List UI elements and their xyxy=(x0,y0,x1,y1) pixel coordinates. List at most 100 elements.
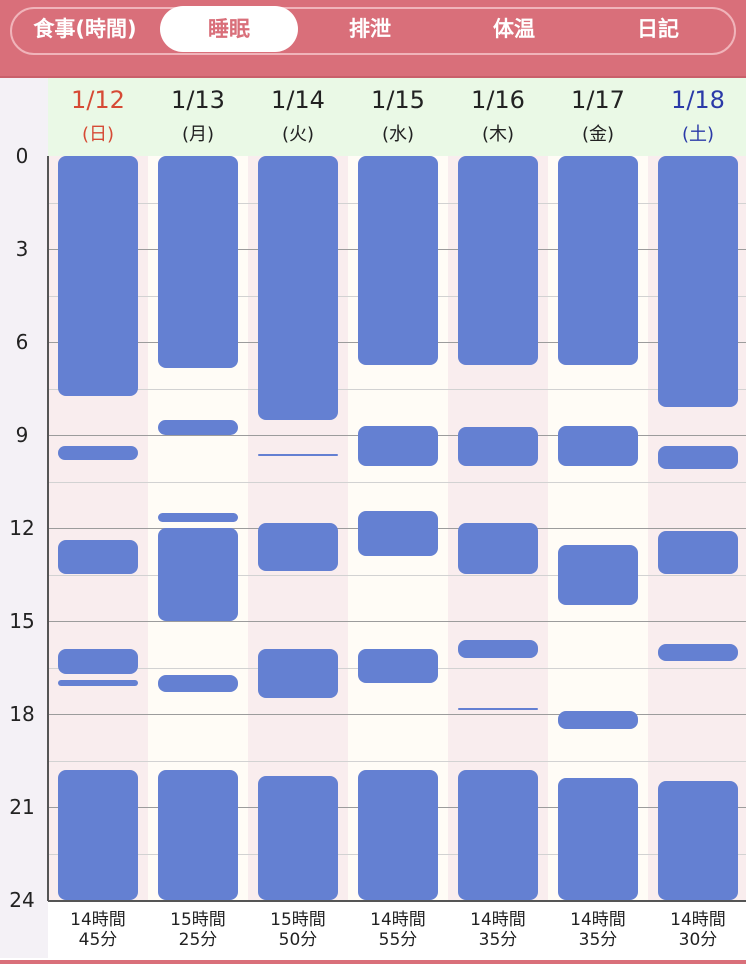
day-header[interactable]: 1/17 (金) xyxy=(548,78,648,156)
sleep-block[interactable] xyxy=(458,707,538,710)
sleep-block[interactable] xyxy=(358,156,438,366)
weekday-label: (木) xyxy=(481,124,515,145)
sleep-block[interactable] xyxy=(158,675,238,693)
sleep-block[interactable] xyxy=(258,156,338,420)
total-hours: 14時間 xyxy=(470,910,526,930)
day-header[interactable]: 1/14 (火) xyxy=(248,78,348,156)
sleep-block[interactable] xyxy=(158,769,238,900)
total-hours: 15時間 xyxy=(170,910,226,930)
sleep-block[interactable] xyxy=(458,639,538,659)
sleep-block[interactable] xyxy=(358,425,438,466)
y-tick-label: 15 xyxy=(9,609,35,633)
y-tick-label: 24 xyxy=(9,888,35,912)
day-date-label: 1/17 xyxy=(571,86,625,114)
daily-sleep-total: 14時間 35分 xyxy=(448,910,548,950)
weekday-label: (水) xyxy=(381,124,415,145)
day-header[interactable]: 1/12 (日) xyxy=(48,78,148,156)
sleep-block[interactable] xyxy=(658,531,738,575)
total-minutes: 45分 xyxy=(78,930,118,950)
tab-meal[interactable]: 食事(時間) xyxy=(33,17,137,41)
total-hours: 15時間 xyxy=(270,910,326,930)
tab-temperature[interactable]: 体温 xyxy=(493,17,535,41)
tab-diary[interactable]: 日記 xyxy=(637,17,679,41)
sleep-block[interactable] xyxy=(658,156,738,408)
grid-line xyxy=(48,714,746,715)
sleep-block[interactable] xyxy=(558,425,638,466)
y-tick-label: 0 xyxy=(15,144,29,168)
date-header: 1/12 (日) 1/13 (月) 1/14 (火) 1/15 (水) 1/16 (木) 1/17 (… xyxy=(48,78,746,156)
day-date-label: 1/12 xyxy=(71,86,125,114)
grid-line xyxy=(48,482,746,483)
daily-sleep-total: 14時間 45分 xyxy=(48,910,148,950)
weekday-label: (日) xyxy=(81,124,115,145)
sleep-block[interactable] xyxy=(258,776,338,900)
sleep-block[interactable] xyxy=(558,545,638,606)
sleep-block[interactable] xyxy=(58,540,138,575)
day-header[interactable]: 1/13 (月) xyxy=(148,78,248,156)
weekday-label: (金) xyxy=(581,124,615,145)
sleep-block[interactable] xyxy=(258,648,338,699)
weekday-label: (火) xyxy=(281,124,315,145)
total-minutes: 50分 xyxy=(278,930,318,950)
weekday-label: (月) xyxy=(181,124,215,145)
y-tick-label: 21 xyxy=(9,795,35,819)
y-axis-area xyxy=(0,78,48,958)
sleep-block[interactable] xyxy=(358,769,438,900)
y-axis-line xyxy=(47,156,49,901)
sleep-block[interactable] xyxy=(58,679,138,687)
weekday-label: (土) xyxy=(681,124,715,145)
y-tick-label: 9 xyxy=(15,423,29,447)
tab-sleep[interactable]: 睡眠 xyxy=(160,6,298,52)
sleep-block[interactable] xyxy=(58,156,138,397)
sleep-block[interactable] xyxy=(358,648,438,683)
total-minutes: 35分 xyxy=(478,930,518,950)
tab-group xyxy=(10,7,736,55)
daily-sleep-total: 14時間 30分 xyxy=(648,910,746,950)
sleep-block[interactable] xyxy=(658,644,738,662)
day-header[interactable]: 1/16 (木) xyxy=(448,78,548,156)
sleep-block[interactable] xyxy=(58,769,138,900)
total-minutes: 25分 xyxy=(178,930,218,950)
day-header[interactable]: 1/18 (土) xyxy=(648,78,746,156)
sleep-block[interactable] xyxy=(158,512,238,522)
sleep-block[interactable] xyxy=(558,777,638,900)
sleep-block[interactable] xyxy=(258,523,338,572)
sleep-block[interactable] xyxy=(58,648,138,674)
sleep-block[interactable] xyxy=(58,445,138,460)
y-tick-label: 12 xyxy=(9,516,35,540)
grid-line xyxy=(48,575,746,576)
sleep-block[interactable] xyxy=(458,523,538,575)
total-hours: 14時間 xyxy=(570,910,626,930)
sleep-block[interactable] xyxy=(258,453,338,456)
sleep-block[interactable] xyxy=(558,710,638,730)
total-minutes: 55分 xyxy=(378,930,418,950)
grid-line xyxy=(48,621,746,622)
tab-excretion[interactable]: 排泄 xyxy=(349,17,391,41)
sleep-block[interactable] xyxy=(158,528,238,621)
total-hours: 14時間 xyxy=(70,910,126,930)
sleep-block[interactable] xyxy=(658,780,738,900)
sleep-block[interactable] xyxy=(158,156,238,369)
daily-sleep-total: 14時間 35分 xyxy=(548,910,648,950)
y-tick-label: 18 xyxy=(9,702,35,726)
sleep-block[interactable] xyxy=(558,156,638,366)
sleep-block[interactable] xyxy=(658,445,738,470)
x-axis-line xyxy=(48,900,746,902)
y-tick-label: 3 xyxy=(15,237,29,261)
day-date-label: 1/16 xyxy=(471,86,525,114)
daily-sleep-total: 15時間 50分 xyxy=(248,910,348,950)
day-header[interactable]: 1/15 (水) xyxy=(348,78,448,156)
day-date-label: 1/13 xyxy=(171,86,225,114)
total-minutes: 30分 xyxy=(678,930,718,950)
sleep-block[interactable] xyxy=(458,427,538,466)
total-hours: 14時間 xyxy=(370,910,426,930)
tab-bar: 食事(時間) 睡眠 排泄 体温 日記 xyxy=(0,0,746,78)
day-date-label: 1/18 xyxy=(671,86,725,114)
sleep-block[interactable] xyxy=(358,510,438,556)
sleep-block[interactable] xyxy=(458,769,538,900)
sleep-block[interactable] xyxy=(458,156,538,366)
sleep-block[interactable] xyxy=(158,419,238,435)
grid-line xyxy=(48,761,746,762)
total-hours: 14時間 xyxy=(670,910,726,930)
y-tick-label: 6 xyxy=(15,330,29,354)
